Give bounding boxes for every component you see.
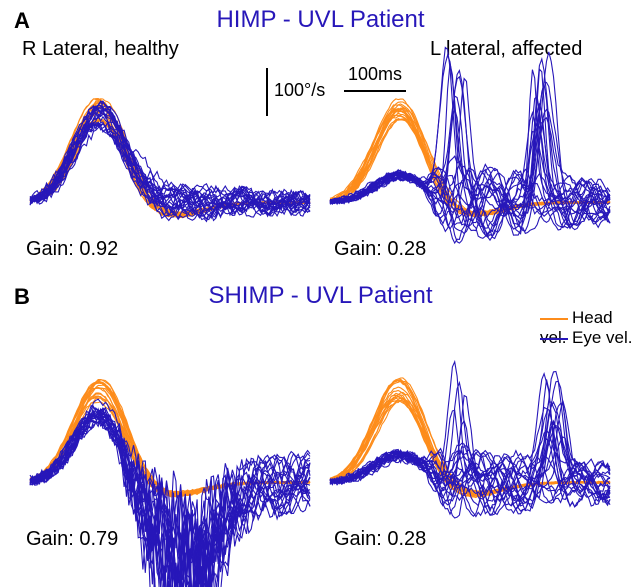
gain-a-left: Gain: 0.92 [26, 238, 118, 261]
plot-b-left [30, 360, 310, 540]
legend-eye-swatch [540, 338, 568, 340]
panel-a-right-label: L lateral, affected [430, 38, 582, 61]
legend-eye: Eye vel. [540, 328, 632, 348]
gain-b-right: Gain: 0.28 [334, 528, 426, 551]
gain-b-left: Gain: 0.79 [26, 528, 118, 551]
panel-a-left-label: R Lateral, healthy [22, 38, 179, 61]
panel-a-title: HIMP - UVL Patient [0, 6, 641, 34]
plot-a-right [330, 80, 610, 260]
plot-b-right [330, 360, 610, 540]
panel-b-title: SHIMP - UVL Patient [0, 282, 641, 310]
plot-a-left [30, 80, 310, 260]
legend-eye-text: Eye vel. [572, 328, 632, 347]
legend-head-swatch [540, 318, 568, 320]
gain-a-right: Gain: 0.28 [334, 238, 426, 261]
